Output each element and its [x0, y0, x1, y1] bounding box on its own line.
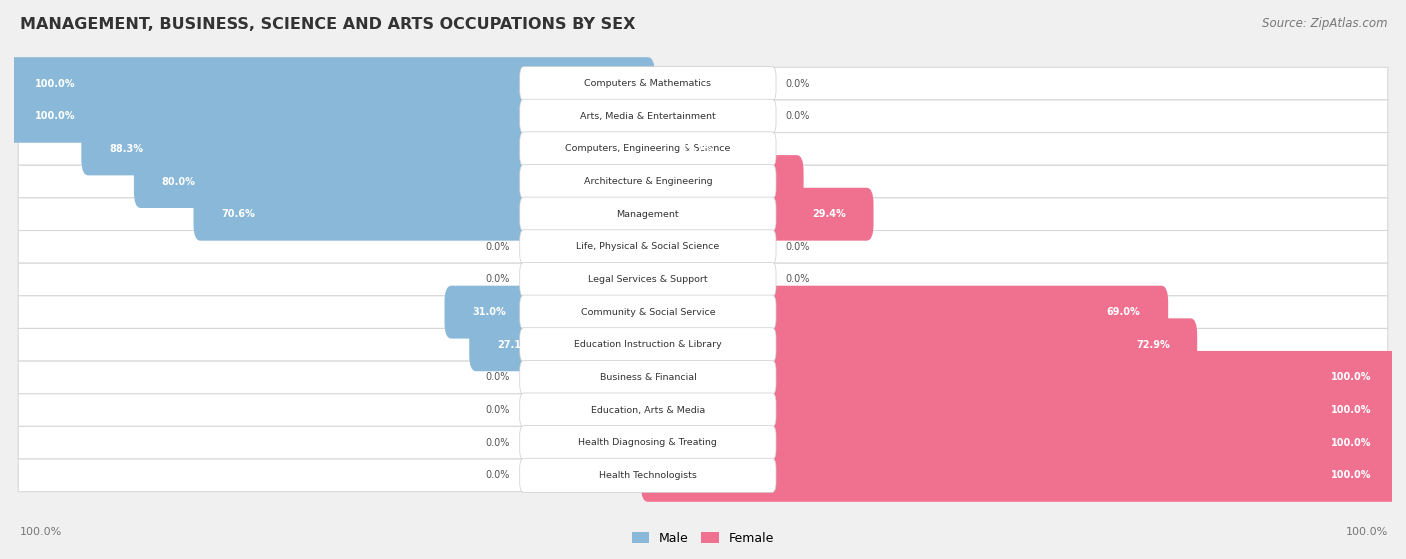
Text: Computers, Engineering & Science: Computers, Engineering & Science: [565, 144, 731, 153]
Text: 100.0%: 100.0%: [20, 527, 62, 537]
Text: 0.0%: 0.0%: [485, 274, 510, 285]
FancyBboxPatch shape: [194, 188, 655, 241]
Text: Health Diagnosing & Treating: Health Diagnosing & Treating: [578, 438, 717, 447]
FancyBboxPatch shape: [18, 459, 1388, 492]
Text: Community & Social Service: Community & Social Service: [581, 307, 716, 316]
Text: 100.0%: 100.0%: [35, 111, 76, 121]
Text: 20.0%: 20.0%: [742, 177, 776, 187]
FancyBboxPatch shape: [18, 427, 1388, 459]
Text: 0.0%: 0.0%: [485, 438, 510, 448]
FancyBboxPatch shape: [520, 67, 776, 101]
Text: 100.0%: 100.0%: [1330, 372, 1371, 382]
Text: 100.0%: 100.0%: [1330, 405, 1371, 415]
Text: 100.0%: 100.0%: [1330, 438, 1371, 448]
FancyBboxPatch shape: [18, 132, 1388, 165]
FancyBboxPatch shape: [641, 318, 1197, 371]
Text: 100.0%: 100.0%: [1330, 470, 1371, 480]
Text: 72.9%: 72.9%: [1136, 340, 1170, 350]
FancyBboxPatch shape: [641, 286, 1168, 339]
FancyBboxPatch shape: [18, 67, 1388, 100]
Text: Health Technologists: Health Technologists: [599, 471, 697, 480]
Text: 11.7%: 11.7%: [681, 144, 714, 154]
Text: 29.4%: 29.4%: [813, 209, 846, 219]
FancyBboxPatch shape: [641, 416, 1399, 469]
FancyBboxPatch shape: [520, 425, 776, 460]
Text: Arts, Media & Entertainment: Arts, Media & Entertainment: [581, 112, 716, 121]
FancyBboxPatch shape: [18, 361, 1388, 394]
Text: Education, Arts & Media: Education, Arts & Media: [591, 406, 704, 415]
Text: 0.0%: 0.0%: [786, 274, 810, 285]
FancyBboxPatch shape: [444, 286, 655, 339]
FancyBboxPatch shape: [7, 57, 655, 110]
Text: MANAGEMENT, BUSINESS, SCIENCE AND ARTS OCCUPATIONS BY SEX: MANAGEMENT, BUSINESS, SCIENCE AND ARTS O…: [20, 17, 636, 32]
FancyBboxPatch shape: [7, 90, 655, 143]
FancyBboxPatch shape: [641, 188, 873, 241]
FancyBboxPatch shape: [520, 262, 776, 297]
FancyBboxPatch shape: [18, 100, 1388, 132]
FancyBboxPatch shape: [520, 99, 776, 134]
Text: 70.6%: 70.6%: [221, 209, 254, 219]
Text: Education Instruction & Library: Education Instruction & Library: [574, 340, 721, 349]
Text: 0.0%: 0.0%: [485, 470, 510, 480]
Text: Source: ZipAtlas.com: Source: ZipAtlas.com: [1263, 17, 1388, 30]
Text: 0.0%: 0.0%: [786, 111, 810, 121]
Text: 69.0%: 69.0%: [1107, 307, 1140, 317]
FancyBboxPatch shape: [18, 198, 1388, 230]
FancyBboxPatch shape: [520, 328, 776, 362]
Legend: Male, Female: Male, Female: [627, 527, 779, 550]
Text: 27.1%: 27.1%: [496, 340, 530, 350]
FancyBboxPatch shape: [641, 122, 742, 176]
FancyBboxPatch shape: [18, 394, 1388, 427]
FancyBboxPatch shape: [520, 458, 776, 492]
Text: 80.0%: 80.0%: [162, 177, 195, 187]
Text: Legal Services & Support: Legal Services & Support: [588, 275, 707, 284]
Text: 0.0%: 0.0%: [786, 79, 810, 89]
Text: 100.0%: 100.0%: [1346, 527, 1388, 537]
Text: 31.0%: 31.0%: [472, 307, 506, 317]
FancyBboxPatch shape: [641, 449, 1399, 502]
FancyBboxPatch shape: [18, 165, 1388, 198]
Text: 0.0%: 0.0%: [786, 242, 810, 252]
Text: 0.0%: 0.0%: [485, 372, 510, 382]
FancyBboxPatch shape: [18, 296, 1388, 329]
FancyBboxPatch shape: [641, 383, 1399, 437]
Text: Architecture & Engineering: Architecture & Engineering: [583, 177, 713, 186]
Text: Life, Physical & Social Science: Life, Physical & Social Science: [576, 243, 720, 252]
FancyBboxPatch shape: [520, 164, 776, 198]
FancyBboxPatch shape: [82, 122, 655, 176]
FancyBboxPatch shape: [134, 155, 655, 208]
Text: Business & Financial: Business & Financial: [599, 373, 696, 382]
Text: 88.3%: 88.3%: [108, 144, 143, 154]
Text: 0.0%: 0.0%: [485, 242, 510, 252]
FancyBboxPatch shape: [520, 393, 776, 427]
FancyBboxPatch shape: [641, 351, 1399, 404]
FancyBboxPatch shape: [18, 230, 1388, 263]
Text: 0.0%: 0.0%: [485, 405, 510, 415]
FancyBboxPatch shape: [470, 318, 655, 371]
Text: Computers & Mathematics: Computers & Mathematics: [585, 79, 711, 88]
FancyBboxPatch shape: [520, 361, 776, 395]
Text: Management: Management: [617, 210, 679, 219]
FancyBboxPatch shape: [641, 155, 804, 208]
FancyBboxPatch shape: [520, 295, 776, 329]
FancyBboxPatch shape: [18, 329, 1388, 361]
FancyBboxPatch shape: [520, 197, 776, 231]
FancyBboxPatch shape: [520, 132, 776, 166]
Text: 100.0%: 100.0%: [35, 79, 76, 89]
FancyBboxPatch shape: [18, 263, 1388, 296]
FancyBboxPatch shape: [520, 230, 776, 264]
